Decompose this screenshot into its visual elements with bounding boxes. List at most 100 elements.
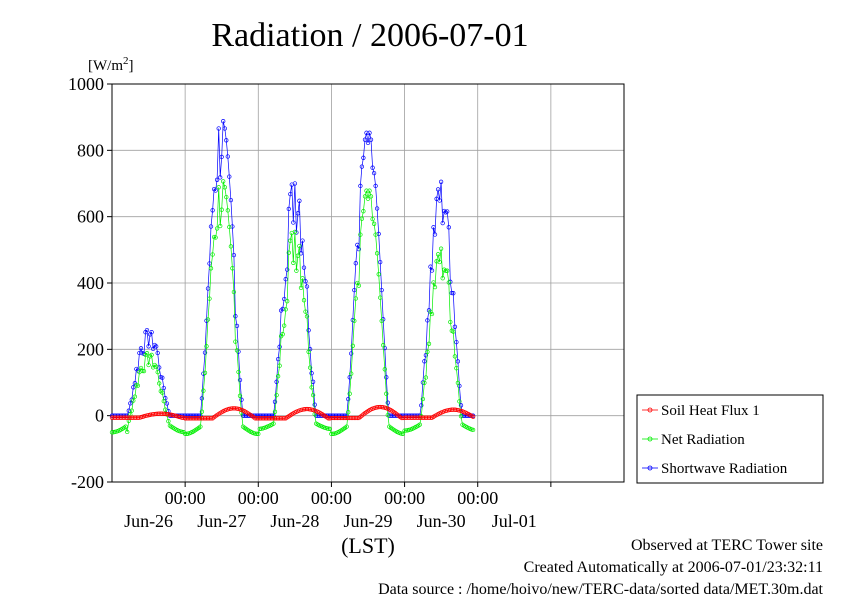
series-soil-heat-flux-point xyxy=(268,416,273,421)
series-soil-heat-flux-point xyxy=(192,416,197,421)
series-net-radiation-point xyxy=(422,380,427,385)
series-shortwave-radiation-point xyxy=(385,400,390,405)
series-net-radiation-point xyxy=(272,409,278,414)
series-shortwave-radiation-point xyxy=(233,314,238,319)
series-soil-heat-flux-point xyxy=(196,416,202,421)
series-net-radiation-point xyxy=(155,369,160,375)
series-net-radiation-point xyxy=(470,427,476,433)
series-net-radiation-point xyxy=(225,208,230,213)
series-soil-heat-flux-point xyxy=(204,416,209,421)
series-shortwave-radiation-point xyxy=(435,187,441,192)
series-net-radiation-point xyxy=(228,244,234,249)
series-shortwave-radiation-point xyxy=(388,413,394,418)
series-net-radiation-point xyxy=(306,349,311,354)
series-shortwave-radiation-point xyxy=(295,211,301,216)
series-soil-heat-flux-point xyxy=(161,411,166,416)
series-shortwave-radiation-point xyxy=(221,119,226,124)
series-soil-heat-flux-point xyxy=(350,415,355,421)
series-soil-heat-flux-point xyxy=(330,415,336,421)
series-net-radiation-point xyxy=(231,289,237,295)
series-soil-heat-flux-point xyxy=(335,415,340,421)
series-net-radiation-point xyxy=(373,232,378,237)
series-soil-heat-flux-point xyxy=(164,411,170,417)
series-net-radiation-point xyxy=(371,221,377,226)
x-time-label: 00:00 xyxy=(238,488,279,508)
series-soil-heat-flux-point xyxy=(179,415,185,420)
series-net-radiation-point xyxy=(198,424,203,429)
series-net-radiation xyxy=(109,179,476,437)
series-shortwave-radiation-point xyxy=(374,206,380,211)
series-soil-heat-flux-point xyxy=(352,415,357,421)
series-net-radiation-point xyxy=(374,251,380,256)
series-soil-heat-flux-point xyxy=(423,415,429,420)
series-shortwave-radiation-point xyxy=(309,371,314,376)
series-net-radiation-point xyxy=(288,238,293,243)
x-date-label: Jun-26 xyxy=(124,511,173,531)
series-shortwave-radiation-point xyxy=(440,220,445,226)
series-net-radiation-point xyxy=(399,431,404,436)
series-shortwave-radiation-point xyxy=(237,377,243,383)
series-net-radiation-point xyxy=(256,431,261,437)
series-soil-heat-flux-point xyxy=(280,416,285,421)
series-soil-heat-flux-point xyxy=(400,415,406,421)
series-soil-heat-flux-point xyxy=(129,415,134,420)
series-net-radiation-point xyxy=(205,317,211,322)
series-net-radiation-point xyxy=(213,235,218,240)
series-net-radiation-point xyxy=(207,296,212,301)
series-soil-heat-flux-point xyxy=(406,415,412,420)
series-net-radiation-point xyxy=(431,280,436,285)
series-net-radiation-point xyxy=(297,243,302,249)
series-soil-heat-flux-point xyxy=(187,416,192,421)
series-soil-heat-flux-point xyxy=(339,415,345,421)
series-shortwave-radiation-point xyxy=(231,252,237,258)
x-date-label: Jun-30 xyxy=(417,511,466,531)
series-shortwave-radiation-point xyxy=(425,318,430,323)
series-net-radiation-point xyxy=(123,424,128,429)
series-shortwave-radiation-point xyxy=(446,225,451,230)
series-net-radiation-point xyxy=(271,421,276,426)
series-soil-heat-flux-point xyxy=(256,416,261,421)
series-shortwave-radiation-point xyxy=(161,385,166,391)
series-shortwave-radiation-point xyxy=(149,330,154,335)
series-soil-heat-flux-point xyxy=(428,415,433,420)
series-soil-heat-flux-point xyxy=(333,415,339,421)
series-soil-heat-flux-point xyxy=(265,416,270,421)
series-shortwave-radiation-point xyxy=(358,183,363,189)
series-net-radiation-point xyxy=(202,370,208,375)
series-soil-heat-flux-point xyxy=(150,412,156,417)
series-soil-heat-flux-point xyxy=(182,416,188,421)
series-net-radiation-point xyxy=(304,314,310,319)
series-shortwave-radiation-point xyxy=(282,296,287,302)
series-net-radiation-point xyxy=(160,390,165,395)
series-soil-heat-flux-point xyxy=(233,406,238,411)
series-shortwave-radiation-point xyxy=(230,224,235,229)
series-soil-heat-flux-point xyxy=(134,415,139,420)
series-soil-heat-flux-point xyxy=(344,415,349,421)
series-net-radiation-point xyxy=(347,391,352,396)
series-soil-heat-flux-point xyxy=(254,416,259,421)
series-shortwave-radiation-point xyxy=(222,126,227,131)
series-soil-heat-flux-point xyxy=(332,415,337,421)
x-time-label: 00:00 xyxy=(165,488,206,508)
series-soil-heat-flux-point xyxy=(186,416,191,421)
series-net-radiation-point xyxy=(210,252,215,257)
series-shortwave-radiation-point xyxy=(431,225,436,230)
series-net-radiation-point xyxy=(365,196,371,201)
series-net-radiation-point xyxy=(166,419,171,424)
legend-label: Net Radiation xyxy=(661,432,745,448)
series-net-radiation-point xyxy=(425,349,430,354)
series-shortwave-radiation-point xyxy=(352,287,357,293)
series-soil-heat-flux-point xyxy=(402,415,407,420)
series-soil-heat-flux-point xyxy=(266,416,272,421)
grid-lines xyxy=(112,84,624,482)
series-net-radiation-point xyxy=(326,426,331,431)
series-net-radiation-line xyxy=(111,181,474,435)
series-soil-heat-flux-point xyxy=(207,416,212,421)
series-soil-heat-flux-point xyxy=(230,406,235,411)
series-shortwave-radiation-point xyxy=(365,140,371,146)
series-shortwave-radiation-point xyxy=(376,231,381,237)
x-axis-label: (LST) xyxy=(341,533,395,558)
series-net-radiation-point xyxy=(457,399,462,404)
series-soil-heat-flux-point xyxy=(414,415,419,420)
legend-box xyxy=(636,394,824,484)
